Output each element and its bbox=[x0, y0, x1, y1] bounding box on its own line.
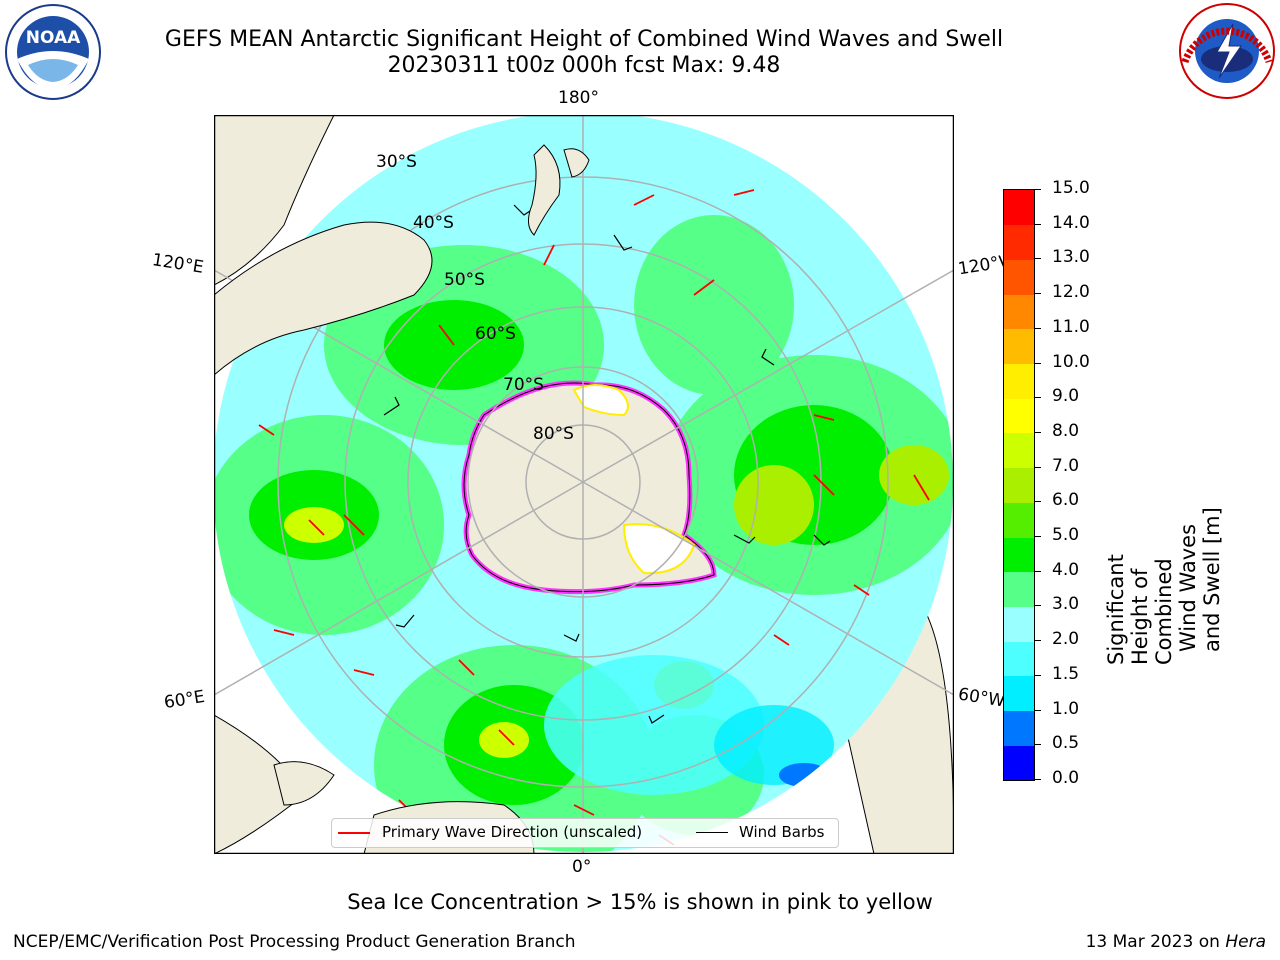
lon-label-120e: 120°E bbox=[150, 250, 205, 278]
footer-credit: NCEP/EMC/Verification Post Processing Pr… bbox=[13, 932, 576, 952]
colorbar-tick-mark bbox=[1034, 674, 1041, 676]
colorbar-segment bbox=[1004, 606, 1034, 642]
colorbar-tick-mark bbox=[1034, 327, 1041, 329]
footer-host: Hera bbox=[1225, 932, 1266, 952]
colorbar-tick-mark bbox=[1034, 258, 1041, 260]
wind-barb-swatch bbox=[696, 832, 728, 833]
lat-label-40s: 40°S bbox=[413, 213, 454, 233]
colorbar-segment bbox=[1004, 363, 1034, 399]
colorbar-label: Significant Height of Combined Wind Wave… bbox=[1104, 489, 1224, 665]
colorbar-segment bbox=[1004, 710, 1034, 746]
colorbar-tick-label: 1.5 bbox=[1052, 663, 1080, 684]
colorbar-tick-label: 0.0 bbox=[1052, 768, 1080, 788]
colorbar-tick-mark bbox=[1034, 431, 1041, 433]
colorbar-segment bbox=[1004, 745, 1034, 781]
chart-subtitle: 20230311 t00z 000h fcst Max: 9.48 bbox=[387, 53, 781, 78]
colorbar-tick-mark bbox=[1034, 397, 1041, 399]
colorbar-segment bbox=[1004, 398, 1034, 434]
colorbar-tick-label: 15.0 bbox=[1052, 178, 1090, 198]
colorbar-tick-mark bbox=[1034, 744, 1041, 746]
chart-title: GEFS MEAN Antarctic Significant Height o… bbox=[164, 27, 1004, 52]
colorbar-segment bbox=[1004, 259, 1034, 295]
legend-wind-label: Wind Barbs bbox=[739, 823, 825, 841]
colorbar-tick-label: 13.0 bbox=[1052, 247, 1090, 268]
colorbar-tick-label: 5.0 bbox=[1052, 525, 1080, 546]
colorbar bbox=[1003, 189, 1035, 781]
colorbar-tick-label: 12.0 bbox=[1052, 282, 1090, 303]
colorbar-segment bbox=[1004, 224, 1034, 260]
colorbar-segment bbox=[1004, 190, 1034, 226]
lon-label-60e: 60°E bbox=[162, 686, 207, 714]
colorbar-tick-mark bbox=[1034, 779, 1041, 780]
lon-label-0: 0° bbox=[572, 857, 592, 877]
colorbar-tick-mark bbox=[1034, 293, 1041, 295]
colorbar-segment bbox=[1004, 537, 1034, 573]
polar-map bbox=[214, 115, 954, 854]
colorbar-tick-mark bbox=[1034, 605, 1041, 607]
colorbar-tick-mark bbox=[1034, 570, 1041, 572]
colorbar-segment bbox=[1004, 675, 1034, 712]
colorbar-tick-mark bbox=[1034, 223, 1041, 225]
lat-label-70s: 70°S bbox=[503, 375, 544, 395]
noaa-logo: NOAA bbox=[5, 4, 101, 100]
colorbar-tick-label: 8.0 bbox=[1052, 420, 1080, 441]
colorbar-tick-label: 4.0 bbox=[1052, 559, 1080, 580]
wind-barbs bbox=[333, 204, 831, 724]
lat-label-60s: 60°S bbox=[475, 324, 516, 344]
colorbar-segment bbox=[1004, 328, 1034, 365]
legend-wave-label: Primary Wave Direction (unscaled) bbox=[382, 823, 643, 841]
colorbar-tick-label: 7.0 bbox=[1052, 455, 1080, 476]
colorbar-segment bbox=[1004, 467, 1034, 503]
colorbar-tick-label: 0.5 bbox=[1052, 733, 1080, 754]
colorbar-segment bbox=[1004, 294, 1034, 330]
lon-label-180: 180° bbox=[558, 88, 599, 108]
map-legend: Primary Wave Direction (unscaled) Wind B… bbox=[331, 818, 839, 848]
nws-logo bbox=[1179, 3, 1275, 99]
sea-ice-caption: Sea Ice Concentration > 15% is shown in … bbox=[347, 890, 933, 914]
colorbar-tick-mark bbox=[1034, 640, 1041, 642]
lat-label-30s: 30°S bbox=[376, 152, 417, 172]
colorbar-tick-label: 14.0 bbox=[1052, 212, 1090, 233]
colorbar-tick-label: 6.0 bbox=[1052, 490, 1080, 511]
footer-date-text: 13 Mar 2023 on bbox=[1085, 932, 1226, 952]
colorbar-tick-mark bbox=[1034, 536, 1041, 538]
noaa-logo-text: NOAA bbox=[26, 28, 81, 48]
colorbar-segment bbox=[1004, 571, 1034, 607]
colorbar-segment bbox=[1004, 502, 1034, 538]
footer-date: 13 Mar 2023 on Hera bbox=[1086, 932, 1266, 952]
colorbar-segment bbox=[1004, 641, 1034, 677]
colorbar-tick-mark bbox=[1034, 709, 1041, 711]
lat-label-80s: 80°S bbox=[533, 424, 574, 444]
colorbar-label-line2: Wind Waves and Swell [m] bbox=[1176, 507, 1224, 652]
colorbar-tick-mark bbox=[1034, 362, 1041, 364]
colorbar-tick-label: 2.0 bbox=[1052, 629, 1080, 650]
colorbar-tick-label: 10.0 bbox=[1052, 351, 1090, 372]
colorbar-tick-mark bbox=[1034, 189, 1041, 190]
colorbar-tick-label: 9.0 bbox=[1052, 386, 1080, 407]
colorbar-tick-label: 3.0 bbox=[1052, 594, 1080, 615]
lat-label-50s: 50°S bbox=[444, 270, 485, 290]
colorbar-tick-label: 11.0 bbox=[1052, 316, 1090, 337]
colorbar-label-line1: Significant Height of Combined bbox=[1104, 554, 1176, 665]
lon-label-60w: 60°W bbox=[956, 684, 1007, 712]
colorbar-tick-label: 1.0 bbox=[1052, 698, 1080, 719]
wave-direction-swatch bbox=[338, 832, 370, 834]
colorbar-tick-mark bbox=[1034, 466, 1041, 468]
colorbar-segment bbox=[1004, 432, 1034, 469]
colorbar-tick-mark bbox=[1034, 501, 1041, 503]
